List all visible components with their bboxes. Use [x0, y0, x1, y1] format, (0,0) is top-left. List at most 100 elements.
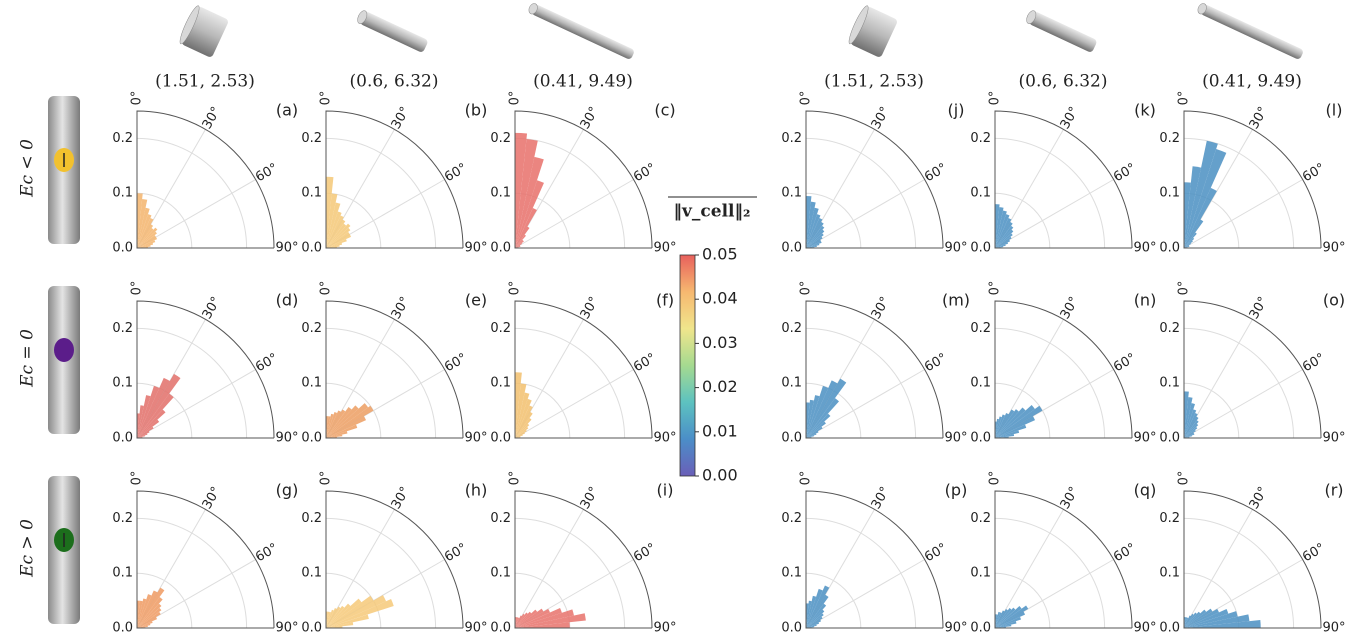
r-tick-label: 0.0	[301, 241, 322, 256]
r-tick-label: 0.1	[301, 186, 322, 201]
colorbar-tick-label: 0.03	[702, 333, 738, 352]
polar-panel: 0.00.10.20°30°60°90°(k)	[970, 91, 1156, 256]
panel-label: (r)	[1324, 481, 1343, 500]
column-title: (0.6, 6.32)	[1019, 72, 1108, 92]
theta-tick-label: 90°	[1133, 431, 1156, 446]
polar-panel: 0.00.10.20°30°60°90°(i)	[490, 471, 676, 636]
panel-label: (m)	[942, 291, 970, 310]
theta-tick-label: 90°	[1322, 241, 1345, 256]
polar-frame	[1184, 491, 1321, 628]
theta-tick-label: 0°	[988, 471, 1003, 486]
colorbar-tick-label: 0.02	[702, 377, 738, 396]
r-tick-label: 0.0	[970, 431, 991, 446]
panel-label: (i)	[657, 481, 674, 500]
theta-tick-label: 90°	[1322, 621, 1345, 636]
r-tick-label: 0.1	[781, 376, 802, 391]
theta-grid-line	[1184, 370, 1303, 439]
r-tick-label: 0.2	[301, 321, 322, 336]
r-tick-label: 0.2	[301, 511, 322, 526]
theta-tick-label: 0°	[988, 91, 1003, 106]
polar-frame	[806, 111, 943, 248]
r-tick-label: 0.2	[112, 511, 133, 526]
r-tick-label: 0.0	[781, 621, 802, 636]
theta-tick-label: 90°	[944, 431, 967, 446]
panel-label: (p)	[945, 481, 968, 500]
r-tick-label: 0.2	[1159, 321, 1180, 336]
row-label: Ec > 0	[18, 519, 38, 578]
theta-tick-label: 90°	[1133, 241, 1156, 256]
cylinder-icon	[527, 2, 635, 60]
r-tick-label: 0.1	[490, 186, 511, 201]
cylinder-body	[359, 11, 428, 53]
theta-tick-label: 90°	[944, 621, 967, 636]
panel-label: (l)	[1326, 101, 1343, 120]
r-tick-label: 0.0	[301, 431, 322, 446]
panel-label: (c)	[654, 101, 675, 120]
r-tick-label: 0.0	[490, 431, 511, 446]
r-tick-label: 0.0	[112, 621, 133, 636]
column-title: (0.41, 9.49)	[1202, 72, 1302, 92]
column-title: (1.51, 2.53)	[155, 72, 255, 92]
panel-label: (d)	[276, 291, 299, 310]
figure: (1.51, 2.53) (0.6, 6.32) (0.41, 9.49) (1.51…	[0, 0, 1364, 641]
polar-frame	[995, 111, 1132, 248]
r-tick-label: 0.1	[1159, 566, 1180, 581]
theta-tick-label: 0°	[508, 471, 523, 486]
theta-tick-label: 90°	[1133, 621, 1156, 636]
panel-label: (g)	[276, 481, 299, 500]
theta-tick-label: 0°	[130, 91, 145, 106]
theta-tick-label: 0°	[1177, 281, 1192, 296]
r-tick-label: 0.0	[1159, 431, 1180, 446]
panel-label: (k)	[1134, 101, 1156, 120]
cylinder-icon	[177, 4, 229, 58]
theta-tick-label: 0°	[319, 91, 334, 106]
r-tick-label: 0.0	[970, 241, 991, 256]
theta-tick-label: 90°	[464, 431, 487, 446]
polar-panel: 0.00.10.20°30°60°90°(h)	[301, 471, 487, 636]
r-tick-label: 0.2	[490, 131, 511, 146]
polar-frame	[995, 491, 1132, 628]
r-tick-label: 0.2	[970, 321, 991, 336]
row-label: Ec < 0	[18, 139, 38, 198]
r-tick-label: 0.2	[301, 131, 322, 146]
theta-tick-label: 0°	[508, 281, 523, 296]
polar-panel: 0.00.10.20°30°60°90°(j)	[781, 91, 967, 256]
panel-label: (h)	[465, 481, 488, 500]
r-tick-label: 0.0	[970, 621, 991, 636]
column-title: (1.51, 2.53)	[824, 72, 924, 92]
cell-marker	[54, 338, 74, 362]
r-tick-label: 0.0	[781, 241, 802, 256]
colorbar-tick-label: 0.04	[702, 289, 738, 308]
column-title: (0.6, 6.32)	[350, 72, 439, 92]
panel-label: (f)	[656, 291, 674, 310]
polar-panel: 0.00.10.20°30°60°90°(g)	[112, 471, 298, 636]
r-tick-label: 0.1	[112, 186, 133, 201]
r-tick-label: 0.0	[490, 621, 511, 636]
theta-grid-line	[995, 180, 1114, 249]
cylinder-icon	[846, 4, 898, 58]
polar-panel: 0.00.10.20°30°60°90°(l)	[1159, 91, 1345, 256]
theta-grid-line	[515, 509, 584, 628]
r-tick-label: 0.1	[970, 186, 991, 201]
theta-tick-label: 90°	[653, 431, 676, 446]
theta-tick-label: 90°	[275, 621, 298, 636]
grid-arc	[1184, 518, 1294, 628]
polar-panel: 0.00.10.20°30°60°90°(o)	[1159, 281, 1345, 446]
r-tick-label: 0.1	[781, 186, 802, 201]
r-tick-label: 0.2	[781, 511, 802, 526]
theta-tick-label: 0°	[130, 471, 145, 486]
cylinder-icon	[1025, 9, 1098, 53]
panel-label: (e)	[465, 291, 487, 310]
cylinder-icon	[356, 9, 429, 53]
r-tick-label: 0.2	[970, 511, 991, 526]
r-tick-label: 0.2	[1159, 511, 1180, 526]
polar-frame	[806, 491, 943, 628]
theta-tick-label: 0°	[130, 281, 145, 296]
r-tick-label: 0.0	[1159, 621, 1180, 636]
theta-tick-label: 90°	[653, 621, 676, 636]
polar-panel: 0.00.10.20°30°60°90°(q)	[970, 471, 1156, 636]
r-tick-label: 0.2	[970, 131, 991, 146]
r-tick-label: 0.1	[301, 376, 322, 391]
theta-tick-label: 0°	[799, 471, 814, 486]
page: (1.51, 2.53) (0.6, 6.32) (0.41, 9.49) (1.51…	[0, 0, 1364, 641]
